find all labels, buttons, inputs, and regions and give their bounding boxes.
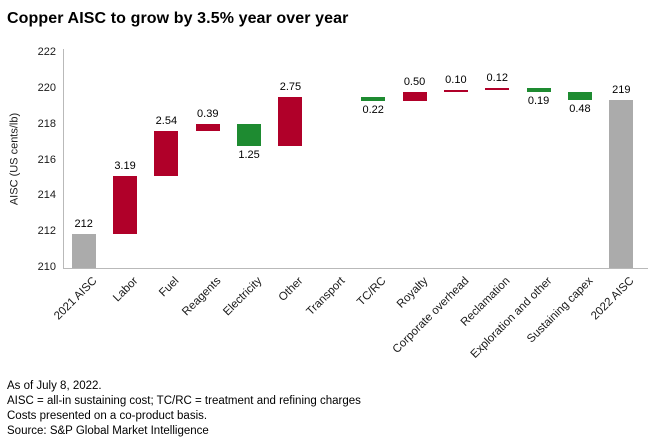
- y-tick-label-210: 210: [37, 261, 56, 273]
- x-category-label-other: Other: [277, 275, 306, 304]
- waterfall-bar-royalty: [402, 92, 427, 101]
- x-category-label-tc-rc: TC/RC: [355, 275, 389, 309]
- waterfall-bar-2022-aisc: [609, 100, 634, 268]
- x-category-label-exploration-and-other: Exploration and other: [468, 275, 555, 361]
- x-category-label-reagents: Reagents: [179, 275, 224, 319]
- chart-title: Copper AISC to grow by 3.5% year over ye…: [7, 10, 349, 27]
- waterfall-bar-other: [278, 97, 303, 147]
- bar-value-label-2021-aisc: 212: [74, 217, 93, 230]
- x-category-label-transport: Transport: [304, 275, 348, 318]
- bar-value-label-exploration-and-other: 0.19: [527, 94, 550, 107]
- bar-value-label-electricity: 1.25: [238, 149, 260, 162]
- bar-value-label-tc-rc: 0.22: [362, 104, 384, 117]
- waterfall-bar-2021-aisc: [71, 233, 96, 268]
- y-tick-label-222: 222: [37, 46, 56, 58]
- waterfall-bar-sustaining-capex: [567, 91, 592, 101]
- footnote-line-3: Costs presented on a co-product basis.: [7, 410, 208, 422]
- x-category-label-labor: Labor: [111, 275, 141, 305]
- waterfall-bar-reagents: [195, 123, 220, 131]
- x-axis-line: [63, 268, 648, 269]
- waterfall-bar-exploration-and-other: [526, 88, 551, 92]
- y-axis-line: [63, 49, 64, 268]
- x-category-label-fuel: Fuel: [157, 275, 182, 300]
- waterfall-bar-electricity: [237, 123, 262, 147]
- footnotes: As of July 8, 2022. AISC = all-in sustain…: [7, 379, 361, 439]
- waterfall-bar-corporate-overhead: [443, 90, 468, 93]
- y-tick-label-214: 214: [37, 189, 56, 202]
- waterfall-bar-labor: [113, 176, 138, 234]
- bar-value-label-reagents: 0.39: [197, 107, 219, 120]
- bar-value-label-fuel: 2.54: [155, 114, 178, 127]
- x-category-label-corporate-overhead: Corporate overhead: [390, 275, 472, 356]
- x-category-label-royalty: Royalty: [394, 275, 431, 311]
- footnote-line-2: AISC = all-in sustaining cost; TC/RC = t…: [7, 395, 361, 407]
- y-tick-label-220: 220: [37, 81, 56, 94]
- y-tick-label-216: 216: [37, 153, 56, 166]
- bar-value-label-labor: 3.19: [114, 160, 136, 173]
- footnote-line-1: As of July 8, 2022.: [7, 380, 102, 392]
- bar-value-label-royalty: 0.50: [403, 76, 426, 89]
- bar-value-label-corporate-overhead: 0.10: [445, 74, 467, 87]
- x-category-label-2021-aisc: 2021 AISC: [51, 275, 100, 323]
- waterfall-bar-tc-rc: [361, 97, 386, 101]
- y-tick-label-218: 218: [37, 117, 56, 130]
- waterfall-bar-reclamation: [485, 88, 510, 91]
- y-tick-label-212: 212: [37, 225, 56, 238]
- footnote-line-4: Source: S&P Global Market Intelligence: [7, 425, 209, 437]
- bar-value-label-reclamation: 0.12: [486, 72, 508, 85]
- bar-value-label-sustaining-capex: 0.48: [569, 103, 591, 116]
- waterfall-bar-fuel: [154, 130, 179, 177]
- x-category-label-2022-aisc: 2022 AISC: [589, 275, 637, 323]
- bar-value-label-other: 2.75: [279, 81, 302, 94]
- x-category-label-electricity: Electricity: [221, 275, 265, 319]
- bar-value-label-2022-aisc: 219: [612, 84, 631, 97]
